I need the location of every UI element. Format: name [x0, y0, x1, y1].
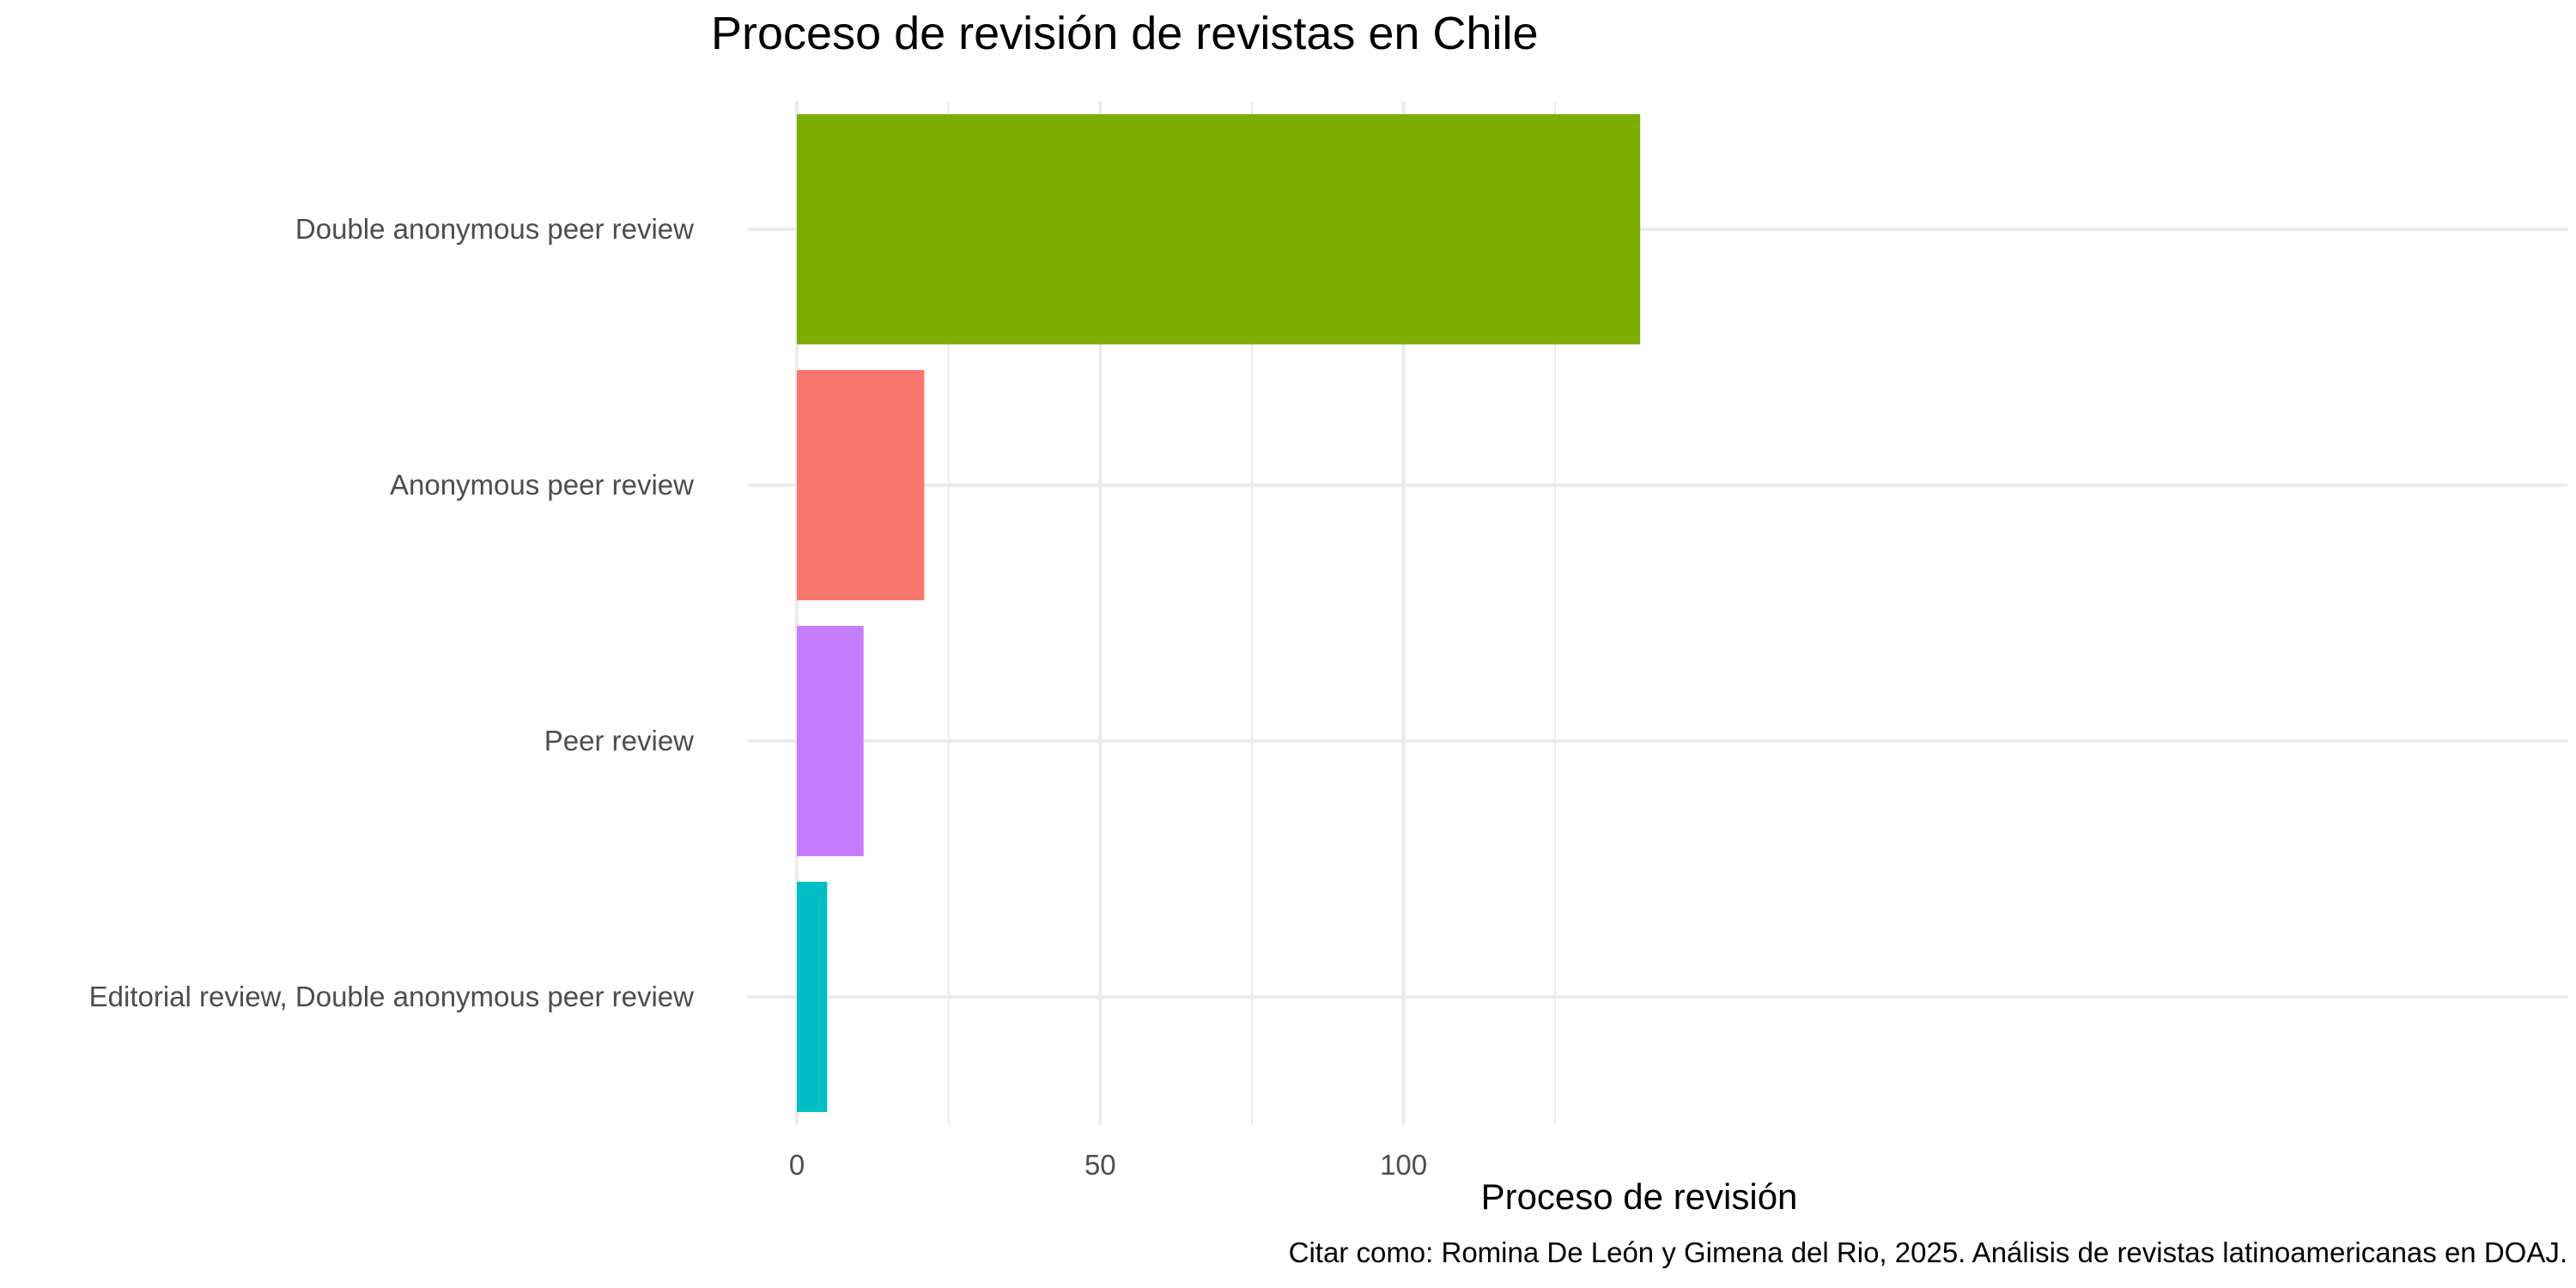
bar [797, 881, 828, 1113]
bars [797, 113, 1641, 1113]
x-tick-labels: 0 50 100 [789, 1149, 1427, 1181]
y-tick-label: Double anonymous peer review [295, 213, 694, 245]
bar [797, 369, 925, 601]
chart-title: Proceso de revisión de revistas en Chile [711, 8, 1539, 59]
bar [797, 113, 1641, 345]
caption: Citar como: Romina De León y Gimena del … [1288, 1236, 2567, 1268]
x-axis-label: Proceso de revisión [1480, 1176, 1798, 1217]
y-tick-label: Editorial review, Double anonymous peer … [89, 981, 695, 1012]
bar [797, 625, 864, 857]
y-tick-labels: Double anonymous peer review Anonymous pe… [89, 213, 695, 1012]
y-tick-label: Peer review [544, 725, 694, 756]
y-tick-label: Anonymous peer review [390, 469, 694, 501]
x-tick-label: 0 [789, 1149, 805, 1181]
x-tick-label: 50 [1084, 1149, 1116, 1181]
x-tick-label: 100 [1380, 1149, 1427, 1181]
